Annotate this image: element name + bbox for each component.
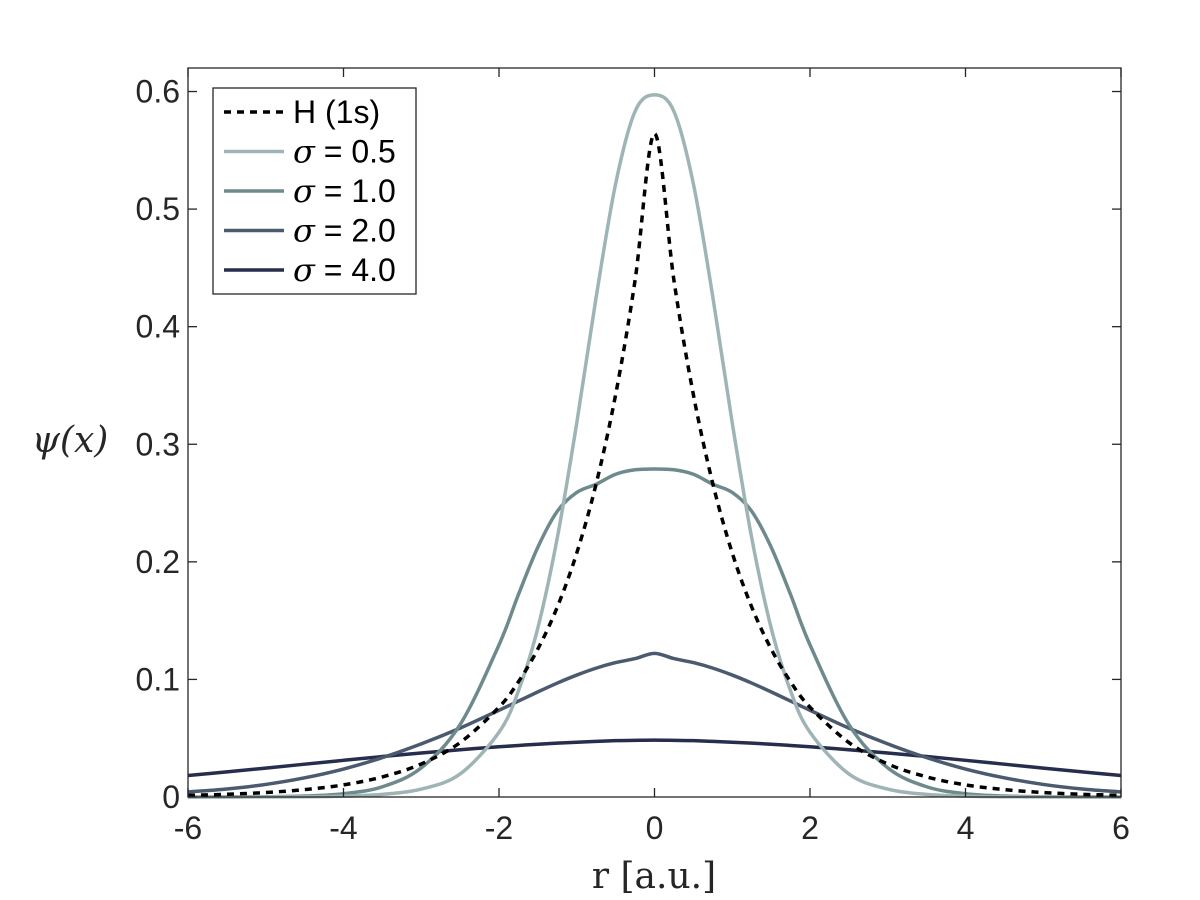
x-tick-label: -4 <box>329 810 357 846</box>
legend-label: σ = 4.0 <box>293 251 396 289</box>
series-line-3 <box>187 651 1122 794</box>
legend: H (1s)σ = 0.5σ = 1.0σ = 2.0σ = 4.0 <box>212 87 417 295</box>
y-tick-label: 0 <box>162 779 180 815</box>
series-layer <box>187 93 1122 799</box>
y-tick-label: 0.5 <box>136 191 180 227</box>
y-tick-label: 0.4 <box>136 309 180 345</box>
x-tick-label: 0 <box>646 810 664 846</box>
series-line-2 <box>187 467 1122 799</box>
legend-label: σ = 1.0 <box>293 172 396 210</box>
legend-label: σ = 0.5 <box>293 133 396 171</box>
y-tick-label: 0.2 <box>136 544 180 580</box>
x-axis-label: r [a.u.] <box>592 856 716 897</box>
x-tick-label: 4 <box>957 810 975 846</box>
y-tick-label: 0.3 <box>136 426 180 462</box>
legend-label: H (1s) <box>293 94 380 130</box>
x-tick-label: -2 <box>485 810 513 846</box>
x-tick-label: 2 <box>801 810 819 846</box>
y-tick-label: 0.6 <box>136 74 180 110</box>
x-tick-label: -6 <box>174 810 202 846</box>
y-axis: 0 0.1 0.2 0.3 0.4 0.5 0.6 <box>136 74 1121 815</box>
x-axis: -6 -4 -2 0 2 4 6 <box>174 68 1130 846</box>
series-line-1 <box>187 93 1122 799</box>
y-axis-label: ψ(x) <box>32 420 109 461</box>
legend-label: σ = 2.0 <box>293 212 396 250</box>
x-tick-label: 6 <box>1112 810 1130 846</box>
series-line-4 <box>187 738 1122 778</box>
y-tick-label: 0.1 <box>136 661 180 697</box>
series-line-0 <box>187 131 1122 798</box>
